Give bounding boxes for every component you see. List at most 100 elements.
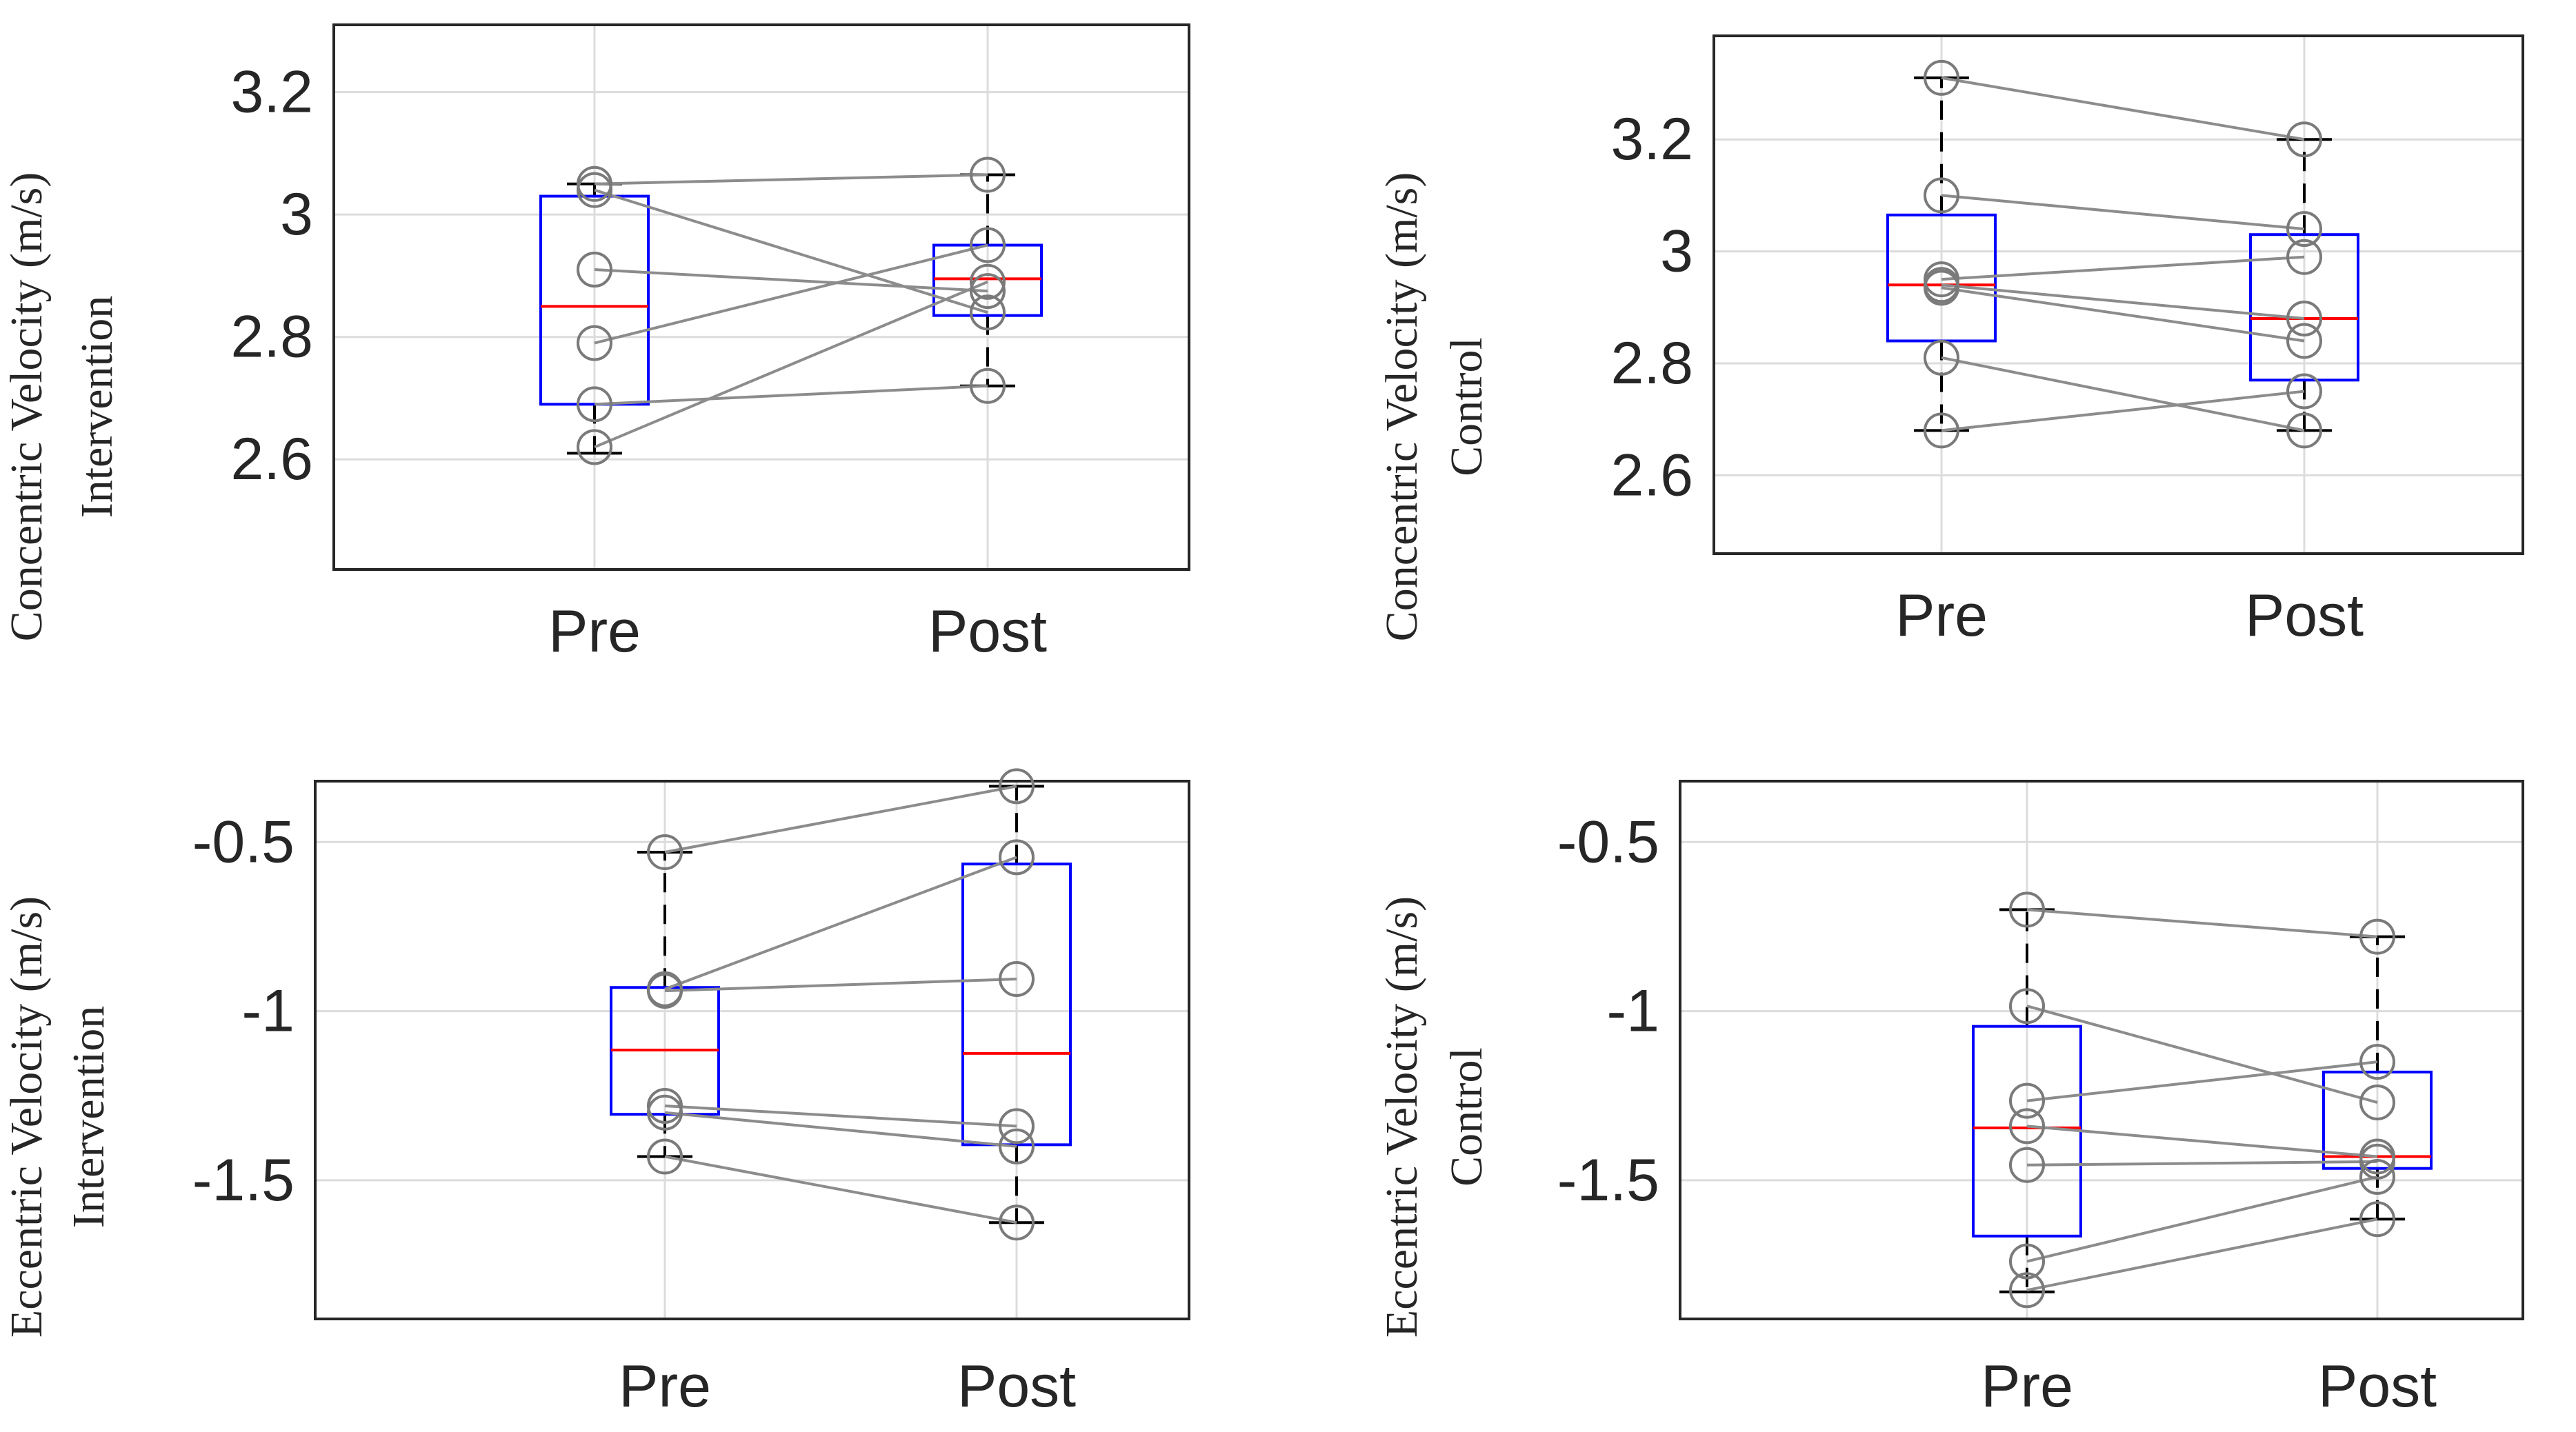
chart-eccentric-control: -1.5 -1 -0.5 Pre Post Eccentric Velocity (m/s… <box>1377 780 2524 1420</box>
subject-point-pre <box>2009 1243 2045 1280</box>
x-tick-label-pre: Pre <box>1895 583 1988 649</box>
subject-pair-line <box>2026 1005 2378 1104</box>
subject-point-pre <box>577 429 612 465</box>
y-tick-label: -1 <box>1607 978 1659 1045</box>
axes-frame <box>314 780 1190 1320</box>
subject-point-post <box>2359 1158 2395 1195</box>
subject-pair-line <box>594 243 988 345</box>
subject-point-pre <box>2009 1082 2045 1119</box>
subject-point-pre <box>1924 59 1959 96</box>
y-axis-label: Eccentric Velocity (m/s) <box>1377 896 1427 1338</box>
subject-pair-line <box>594 188 988 314</box>
y-axis-label: Concentric Velocity (m/s) <box>1377 172 1427 642</box>
subject-point-post <box>999 1204 1035 1241</box>
subject-pair-line <box>1941 390 2305 432</box>
subject-pair-line <box>594 280 988 449</box>
y-tick-label: -0.5 <box>1557 809 1659 875</box>
subject-pair-line <box>1941 194 2305 231</box>
subject-pair-line <box>594 268 988 293</box>
y-axis-group-label: Intervention <box>63 1006 114 1229</box>
subject-point-pre <box>1924 339 1959 376</box>
subject-pair-line <box>664 1104 1017 1128</box>
subject-point-pre <box>647 1094 683 1131</box>
subject-pair-line <box>2026 1218 2378 1292</box>
subject-point-post <box>999 960 1035 997</box>
y-tick-label: 2.6 <box>1610 442 1693 508</box>
subject-pair-line <box>594 173 988 185</box>
y-tick-label: -1.5 <box>192 1147 294 1213</box>
y-tick-label: 3.2 <box>230 59 313 125</box>
y-axis-group-label: Control <box>1441 337 1492 476</box>
y-tick-label: 2.8 <box>1610 330 1693 396</box>
subject-point-pre <box>2009 1147 2045 1183</box>
x-tick-label-pre: Pre <box>548 598 641 665</box>
subject-point-post <box>970 273 1006 310</box>
y-axis-group-label: Intervention <box>72 296 122 518</box>
subject-pair-line <box>664 977 1017 993</box>
subject-point-pre <box>2009 1108 2045 1144</box>
subject-pair-line <box>664 785 1017 854</box>
subject-point-pre <box>1924 412 1959 449</box>
subject-point-post <box>2286 239 2322 275</box>
axes-frame <box>1713 34 2524 555</box>
y-tick-label: -0.5 <box>192 809 294 875</box>
subject-point-post <box>999 839 1035 876</box>
chart-concentric-intervention: 2.6 2.8 3 3.2 Pre Post Concentric Velocity (m/… <box>1 23 1190 665</box>
y-tick-label: 3.2 <box>1610 106 1693 172</box>
subject-point-pre <box>647 1138 683 1175</box>
chart-concentric-control: 2.6 2.8 3 3.2 Pre Post Concentric Velocity (m/… <box>1377 34 2524 649</box>
x-tick-label-post: Post <box>957 1353 1076 1420</box>
subject-point-pre <box>647 973 683 1009</box>
subject-point-pre <box>2009 891 2045 928</box>
subject-point-pre <box>577 165 612 202</box>
subject-pair-line <box>1941 286 2305 343</box>
subject-pair-line <box>594 384 988 406</box>
box-post <box>2322 1070 2433 1170</box>
y-tick-label: 3 <box>280 181 313 248</box>
subject-point-pre <box>2009 1272 2045 1309</box>
subject-point-post <box>2286 323 2322 359</box>
subject-pair-line <box>1941 356 2305 432</box>
box-post <box>2249 233 2359 382</box>
subject-point-post <box>999 768 1035 805</box>
subject-pair-line <box>2026 1060 2378 1102</box>
subject-point-post <box>2359 1201 2395 1238</box>
axes-frame <box>1679 780 2524 1320</box>
y-tick-label: 2.8 <box>230 304 313 370</box>
box-post <box>961 863 1072 1147</box>
subject-point-pre <box>577 386 612 423</box>
subject-pair-line <box>664 1111 1017 1148</box>
subject-pair-line <box>1941 283 2305 320</box>
subject-pair-line <box>664 856 1017 991</box>
x-tick-label-pre: Pre <box>619 1353 711 1420</box>
x-tick-label-post: Post <box>928 598 1047 665</box>
subject-point-post <box>970 367 1006 404</box>
subject-point-pre <box>1924 267 1959 303</box>
subject-pair-line <box>2026 1176 2378 1263</box>
subject-point-post <box>2359 918 2395 955</box>
subject-point-post <box>2286 211 2322 248</box>
subject-point-post <box>2286 373 2322 410</box>
subject-pair-line <box>664 1155 1017 1224</box>
subject-point-post <box>999 1128 1035 1164</box>
subject-point-pre <box>577 252 612 288</box>
x-tick-label-post: Post <box>2245 583 2364 649</box>
subject-point-post <box>999 1108 1035 1144</box>
subject-point-post <box>970 157 1006 193</box>
x-tick-label-post: Post <box>2318 1353 2437 1420</box>
subject-point-pre <box>1924 177 1959 214</box>
chart-eccentric-intervention: -1.5 -1 -0.5 Pre Post Eccentric Velocity (m/s… <box>1 768 1190 1420</box>
subject-point-post <box>970 263 1006 300</box>
y-axis-group-label: Control <box>1441 1047 1492 1187</box>
subject-point-post <box>2286 412 2322 449</box>
subject-point-post <box>2286 301 2322 337</box>
subject-point-post <box>970 294 1006 331</box>
y-axis-label: Concentric Velocity (m/s) <box>1 172 52 642</box>
subject-pair-line <box>2026 1160 2378 1167</box>
x-tick-label-pre: Pre <box>1981 1353 2073 1420</box>
subject-point-pre <box>577 325 612 361</box>
subject-point-post <box>970 227 1006 263</box>
y-tick-label: 3 <box>1660 219 1693 285</box>
subject-point-post <box>2286 121 2322 158</box>
